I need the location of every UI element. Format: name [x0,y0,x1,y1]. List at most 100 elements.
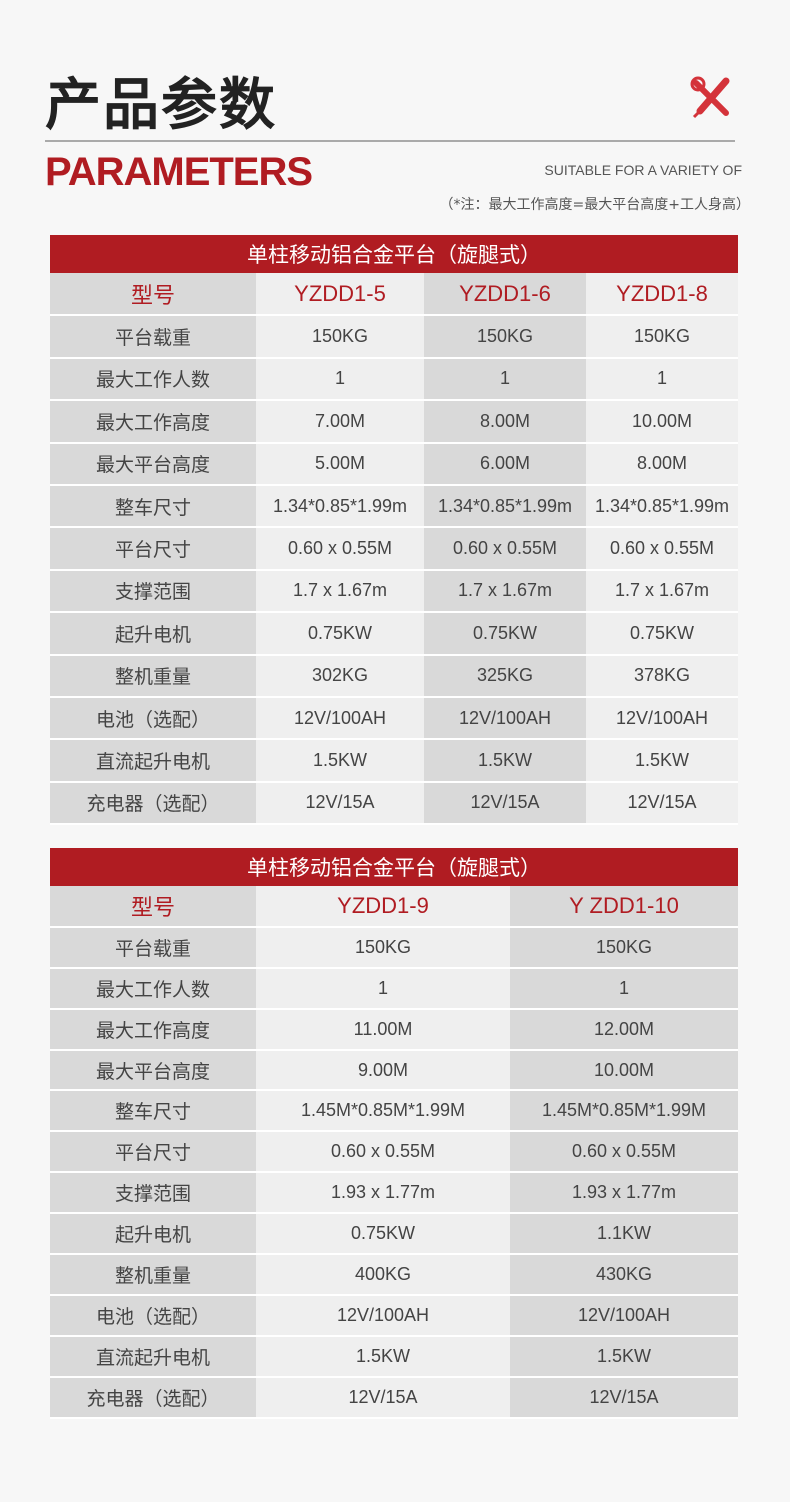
value-cell: 1.34*0.85*1.99m [424,484,586,529]
value-cell: 150KG [586,315,738,359]
table-row: 平台尺寸 0.60 x 0.55M 0.60 x 0.55M 0.60 x 0.55M [50,527,738,571]
row-label: 最大工作人数 [50,357,256,402]
table-row: 支撑范围 1.93 x 1.77m 1.93 x 1.77m [50,1172,738,1215]
divider [45,140,735,142]
value-cell: 1.34*0.85*1.99m [586,484,738,529]
value-cell: 1 [424,357,586,402]
note: （*注：最大工作高度=最大平台高度+工人身高） [439,197,750,213]
value-cell: 12V/100AH [586,696,738,741]
value-cell: 1 [256,357,424,402]
value-cell: 5.00M [256,442,424,486]
value-cell: 1.7 x 1.67m [256,569,424,614]
value-cell: 0.75KW [256,612,424,656]
table-row: 最大工作人数 1 1 1 [50,357,738,402]
value-cell: 8.00M [586,442,738,486]
value-cell: 150KG [424,315,586,359]
model-cell: YZDD1-9 [256,886,510,928]
row-label: 支撑范围 [50,1172,256,1215]
table-row: 整机重量 302KG 325KG 378KG [50,654,738,698]
value-cell: 150KG [256,926,510,969]
value-cell: 1.7 x 1.67m [586,569,738,614]
row-label: 充电器（选配） [50,1376,256,1419]
value-cell: 12V/100AH [510,1294,738,1337]
spec-table-2: 单柱移动铝合金平台（旋腿式） 型号 YZDD1-9 Y ZDD1-10 平台载重 150… [50,848,738,1419]
value-cell: 0.60 x 0.55M [256,1131,510,1174]
table-row: 最大工作高度 11.00M 12.00M [50,1008,738,1051]
value-cell: 0.75KW [586,612,738,656]
table-row: 充电器（选配） 12V/15A 12V/15A 12V/15A [50,781,738,826]
row-label: 平台尺寸 [50,527,256,571]
value-cell: 1 [510,967,738,1010]
value-cell: 10.00M [510,1049,738,1092]
value-cell: 1.5KW [256,739,424,783]
row-label: 最大工作高度 [50,1008,256,1051]
value-cell: 150KG [510,926,738,969]
value-cell: 1 [256,967,510,1010]
row-label: 整车尺寸 [50,1090,256,1133]
value-cell: 1.7 x 1.67m [424,569,586,614]
value-cell: 12V/15A [586,781,738,826]
value-cell: 430KG [510,1254,738,1296]
row-label: 平台载重 [50,315,256,359]
value-cell: 1.93 x 1.77m [510,1172,738,1215]
model-row: 型号 YZDD1-5 YZDD1-6 YZDD1-8 [50,273,738,317]
table-title: 单柱移动铝合金平台（旋腿式） [50,848,738,886]
model-cell: YZDD1-8 [586,273,738,317]
row-label: 电池（选配） [50,696,256,741]
value-cell: 302KG [256,654,424,698]
value-cell: 1.5KW [510,1335,738,1378]
value-cell: 1.1KW [510,1213,738,1256]
table-row: 电池（选配） 12V/100AH 12V/100AH 12V/100AH [50,696,738,741]
table-row: 最大平台高度 9.00M 10.00M [50,1049,738,1092]
row-label: 平台尺寸 [50,1131,256,1174]
value-cell: 1.45M*0.85M*1.99M [510,1090,738,1133]
table-row: 支撑范围 1.7 x 1.67m 1.7 x 1.67m 1.7 x 1.67m [50,569,738,614]
table-row: 直流起升电机 1.5KW 1.5KW [50,1335,738,1378]
table-row: 最大平台高度 5.00M 6.00M 8.00M [50,442,738,486]
row-label: 起升电机 [50,1213,256,1256]
value-cell: 0.60 x 0.55M [424,527,586,571]
value-cell: 0.75KW [256,1213,510,1256]
model-label: 型号 [50,273,256,317]
value-cell: 0.60 x 0.55M [586,527,738,571]
row-label: 整机重量 [50,654,256,698]
row-label: 起升电机 [50,612,256,656]
table-row: 平台尺寸 0.60 x 0.55M 0.60 x 0.55M [50,1131,738,1174]
value-cell: 1.93 x 1.77m [256,1172,510,1215]
row-label: 平台载重 [50,926,256,969]
table-row: 电池（选配） 12V/100AH 12V/100AH [50,1294,738,1337]
value-cell: 1.34*0.85*1.99m [256,484,424,529]
table-row: 充电器（选配） 12V/15A 12V/15A [50,1376,738,1419]
row-label: 最大平台高度 [50,1049,256,1092]
value-cell: 150KG [256,315,424,359]
value-cell: 1.5KW [586,739,738,783]
subtitle: PARAMETERS [45,150,313,194]
row-label: 最大工作人数 [50,967,256,1010]
tagline: SUITABLE FOR A VARIETY OF [544,162,742,178]
row-label: 最大工作高度 [50,400,256,444]
value-cell: 12V/100AH [256,1294,510,1337]
value-cell: 12V/15A [424,781,586,826]
row-label: 最大平台高度 [50,442,256,486]
table-row: 起升电机 0.75KW 1.1KW [50,1213,738,1256]
table-row: 最大工作人数 1 1 [50,967,738,1010]
value-cell: 1.5KW [256,1335,510,1378]
value-cell: 12V/15A [256,1376,510,1419]
page-title: 产品参数 [45,73,277,138]
value-cell: 1 [586,357,738,402]
value-cell: 8.00M [424,400,586,444]
value-cell: 1.5KW [424,739,586,783]
value-cell: 325KG [424,654,586,698]
table-row: 整车尺寸 1.34*0.85*1.99m 1.34*0.85*1.99m 1.34*0… [50,484,738,529]
table-row: 平台载重 150KG 150KG 150KG [50,315,738,359]
value-cell: 9.00M [256,1049,510,1092]
value-cell: 12V/15A [256,781,424,826]
value-cell: 0.75KW [424,612,586,656]
model-row: 型号 YZDD1-9 Y ZDD1-10 [50,886,738,928]
value-cell: 11.00M [256,1008,510,1051]
spec-table-1: 单柱移动铝合金平台（旋腿式） 型号 YZDD1-5 YZDD1-6 YZDD1-8 平台… [50,235,738,826]
value-cell: 12.00M [510,1008,738,1051]
model-label: 型号 [50,886,256,928]
row-label: 直流起升电机 [50,739,256,783]
value-cell: 6.00M [424,442,586,486]
